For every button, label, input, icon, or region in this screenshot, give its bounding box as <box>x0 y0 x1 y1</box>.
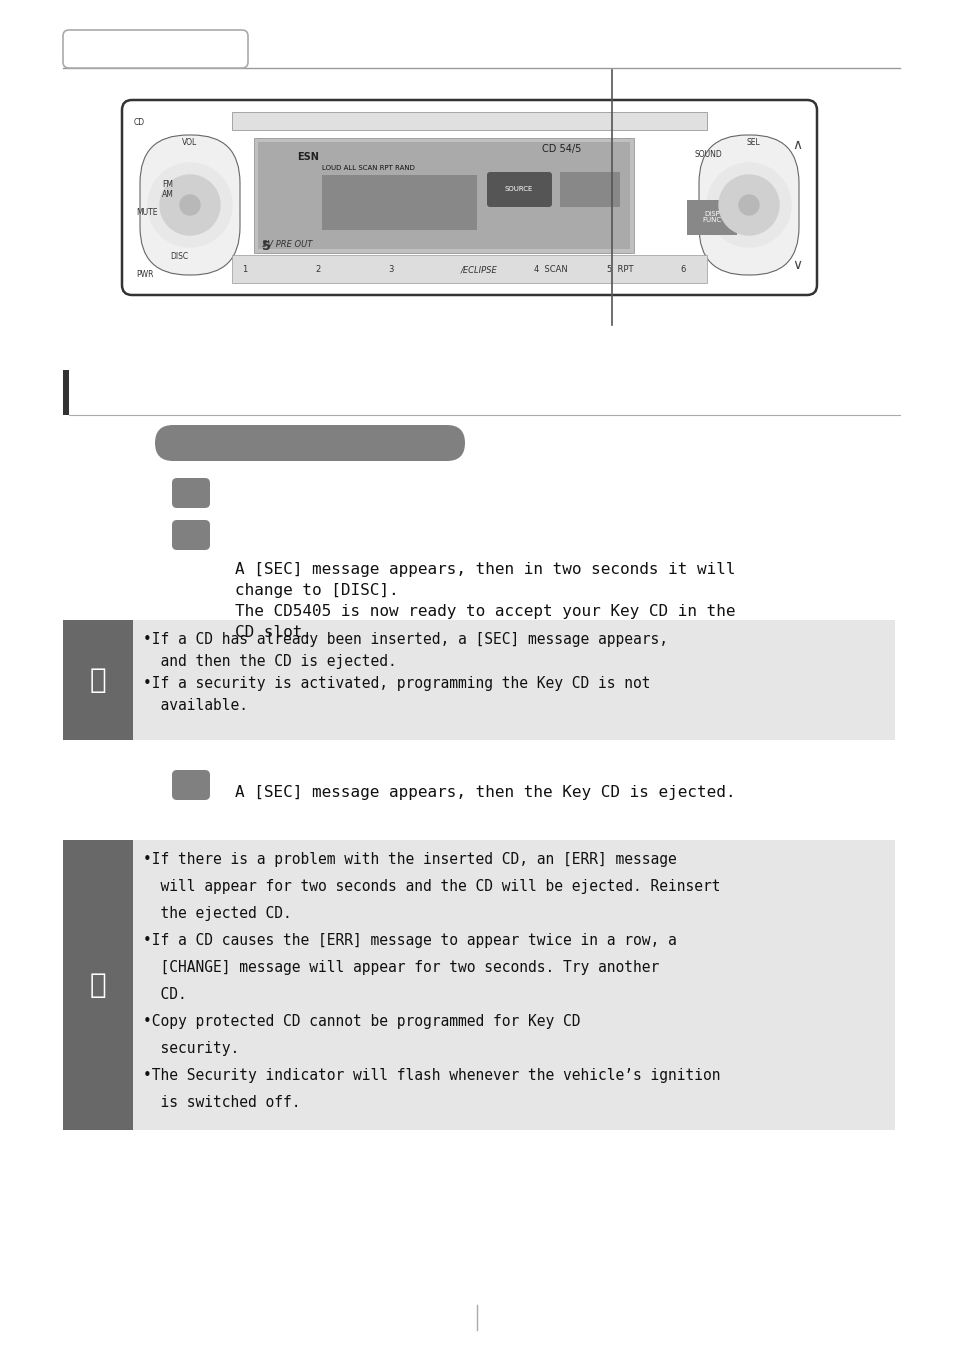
Text: ESN: ESN <box>296 152 318 163</box>
Bar <box>686 201 737 234</box>
Text: LOUD ALL SCAN RPT RAND: LOUD ALL SCAN RPT RAND <box>322 165 415 171</box>
Bar <box>257 142 629 249</box>
Bar <box>63 621 894 740</box>
Text: is switched off.: is switched off. <box>143 1095 300 1110</box>
Bar <box>63 840 894 1130</box>
Text: •If a security is activated, programming the Key CD is not: •If a security is activated, programming… <box>143 676 650 691</box>
Circle shape <box>160 175 220 234</box>
Bar <box>63 840 132 1130</box>
Text: CD 54/5: CD 54/5 <box>541 144 580 154</box>
Text: 5: 5 <box>262 240 271 253</box>
Text: change to [DISC].: change to [DISC]. <box>234 583 398 598</box>
Text: •If a CD causes the [ERR] message to appear twice in a row, a: •If a CD causes the [ERR] message to app… <box>143 934 676 948</box>
Text: 5  RPT: 5 RPT <box>606 266 633 275</box>
FancyBboxPatch shape <box>140 136 240 275</box>
Text: 2: 2 <box>314 266 320 275</box>
Text: SOUND: SOUND <box>695 150 722 159</box>
Circle shape <box>739 195 759 215</box>
Text: /ECLIPSE: /ECLIPSE <box>460 266 497 275</box>
Text: PWR: PWR <box>136 270 153 279</box>
Bar <box>253 138 634 253</box>
Text: 3: 3 <box>388 266 393 275</box>
Text: 6: 6 <box>679 266 684 275</box>
Text: DISP
FUNC: DISP FUNC <box>701 210 720 224</box>
Text: will appear for two seconds and the CD will be ejected. Reinsert: will appear for two seconds and the CD w… <box>143 879 720 894</box>
Bar <box>322 175 476 230</box>
Bar <box>63 621 132 740</box>
Text: A [SEC] message appears, then the Key CD is ejected.: A [SEC] message appears, then the Key CD… <box>234 785 735 799</box>
Circle shape <box>706 163 790 247</box>
Text: •The Security indicator will flash whenever the vehicle’s ignition: •The Security indicator will flash whene… <box>143 1068 720 1083</box>
FancyBboxPatch shape <box>122 100 816 295</box>
Text: CD.: CD. <box>143 986 187 1001</box>
Text: the ejected CD.: the ejected CD. <box>143 906 292 921</box>
Text: CD: CD <box>133 118 145 127</box>
Bar <box>63 370 69 415</box>
Bar <box>232 255 706 283</box>
FancyBboxPatch shape <box>172 770 210 799</box>
Text: SOURCE: SOURCE <box>504 186 533 192</box>
Text: DISC: DISC <box>170 252 188 262</box>
Text: 📖: 📖 <box>90 667 106 694</box>
Text: 1: 1 <box>242 266 247 275</box>
Circle shape <box>719 175 779 234</box>
Text: and then the CD is ejected.: and then the CD is ejected. <box>143 654 396 669</box>
Bar <box>559 172 619 207</box>
Text: VOL: VOL <box>182 138 197 146</box>
Text: ∧: ∧ <box>791 138 801 152</box>
FancyBboxPatch shape <box>63 30 248 68</box>
Text: SEL: SEL <box>746 138 760 146</box>
Text: A [SEC] message appears, then in two seconds it will: A [SEC] message appears, then in two sec… <box>234 562 735 577</box>
FancyBboxPatch shape <box>486 172 552 207</box>
Text: ∨: ∨ <box>791 257 801 272</box>
Text: •If there is a problem with the inserted CD, an [ERR] message: •If there is a problem with the inserted… <box>143 852 676 867</box>
Text: The CD5405 is now ready to accept your Key CD in the: The CD5405 is now ready to accept your K… <box>234 604 735 619</box>
Text: •Copy protected CD cannot be programmed for Key CD: •Copy protected CD cannot be programmed … <box>143 1014 579 1028</box>
Text: 5V PRE OUT: 5V PRE OUT <box>262 240 312 249</box>
Text: security.: security. <box>143 1041 239 1056</box>
Text: CD slot.: CD slot. <box>234 625 312 640</box>
FancyBboxPatch shape <box>172 478 210 508</box>
Text: 📖: 📖 <box>90 972 106 999</box>
FancyBboxPatch shape <box>699 136 799 275</box>
FancyBboxPatch shape <box>154 425 464 461</box>
Bar <box>232 112 706 130</box>
Circle shape <box>180 195 200 215</box>
Text: 4  SCAN: 4 SCAN <box>534 266 567 275</box>
Text: available.: available. <box>143 698 248 713</box>
Text: MUTE: MUTE <box>136 209 157 217</box>
Text: •If a CD has already been inserted, a [SEC] message appears,: •If a CD has already been inserted, a [S… <box>143 631 667 646</box>
Text: FM
AM: FM AM <box>162 180 173 199</box>
Circle shape <box>148 163 232 247</box>
Text: [CHANGE] message will appear for two seconds. Try another: [CHANGE] message will appear for two sec… <box>143 959 659 976</box>
FancyBboxPatch shape <box>172 520 210 550</box>
